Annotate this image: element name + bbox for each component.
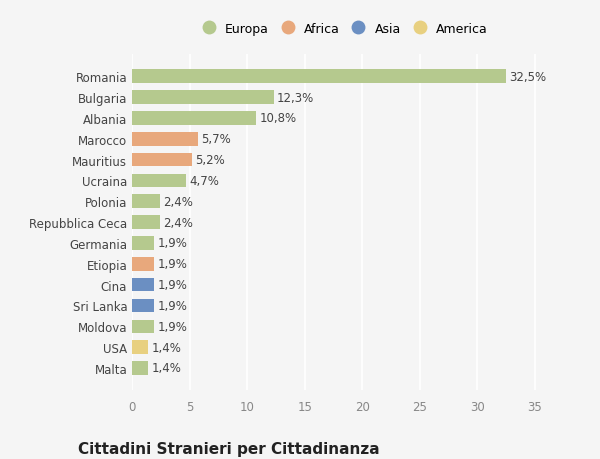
Bar	[132, 91, 274, 105]
Text: 2,4%: 2,4%	[163, 196, 193, 208]
Bar	[132, 133, 197, 146]
Bar	[132, 257, 154, 271]
Bar	[132, 299, 154, 313]
Bar	[132, 278, 154, 292]
Bar	[132, 174, 186, 188]
Text: 1,9%: 1,9%	[157, 299, 187, 312]
Text: 5,2%: 5,2%	[196, 154, 225, 167]
Text: 5,7%: 5,7%	[201, 133, 231, 146]
Bar	[132, 341, 148, 354]
Text: 1,9%: 1,9%	[157, 320, 187, 333]
Text: 10,8%: 10,8%	[260, 112, 297, 125]
Text: 1,9%: 1,9%	[157, 257, 187, 271]
Bar	[132, 237, 154, 250]
Bar	[132, 195, 160, 208]
Text: 1,4%: 1,4%	[152, 362, 181, 375]
Bar	[132, 112, 256, 125]
Text: 2,4%: 2,4%	[163, 216, 193, 229]
Bar	[132, 153, 192, 167]
Text: 32,5%: 32,5%	[509, 71, 547, 84]
Text: 1,4%: 1,4%	[152, 341, 181, 354]
Bar	[132, 70, 506, 84]
Legend: Europa, Africa, Asia, America: Europa, Africa, Asia, America	[197, 18, 493, 41]
Text: 1,9%: 1,9%	[157, 279, 187, 291]
Text: 1,9%: 1,9%	[157, 237, 187, 250]
Bar	[132, 361, 148, 375]
Bar	[132, 320, 154, 333]
Text: Cittadini Stranieri per Cittadinanza: Cittadini Stranieri per Cittadinanza	[78, 441, 380, 456]
Bar	[132, 216, 160, 230]
Text: 4,7%: 4,7%	[190, 174, 220, 188]
Text: 12,3%: 12,3%	[277, 91, 314, 104]
